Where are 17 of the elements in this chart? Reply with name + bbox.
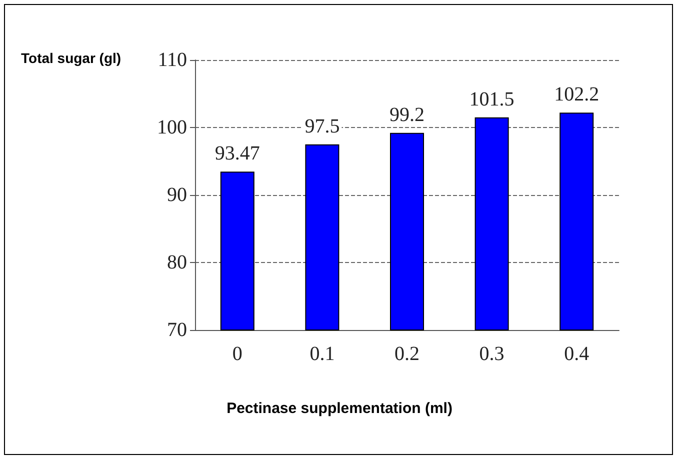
y-tick-label: 90 xyxy=(167,184,187,206)
data-label: 99.2 xyxy=(390,104,424,126)
x-tick-label: 0.3 xyxy=(479,343,504,365)
data-label: 93.47 xyxy=(214,142,260,165)
data-label: 102.2 xyxy=(554,84,600,106)
data-label: 101.5 xyxy=(469,88,514,110)
x-tick-label: 0.4 xyxy=(564,343,590,365)
x-tick-label: 0.2 xyxy=(394,343,420,365)
x-tick-label: 0.1 xyxy=(310,343,335,365)
y-axis-title: Total sugar (gl) xyxy=(21,50,122,66)
data-label: 97.5 xyxy=(304,115,340,138)
y-tick-label: 110 xyxy=(158,49,187,71)
y-tick-label: 70 xyxy=(167,319,187,341)
x-tick-label: 0 xyxy=(232,343,242,365)
x-axis-title: Pectinase supplementation (ml) xyxy=(226,400,452,417)
y-tick-label: 100 xyxy=(157,116,187,138)
y-tick-label: 80 xyxy=(167,252,187,274)
